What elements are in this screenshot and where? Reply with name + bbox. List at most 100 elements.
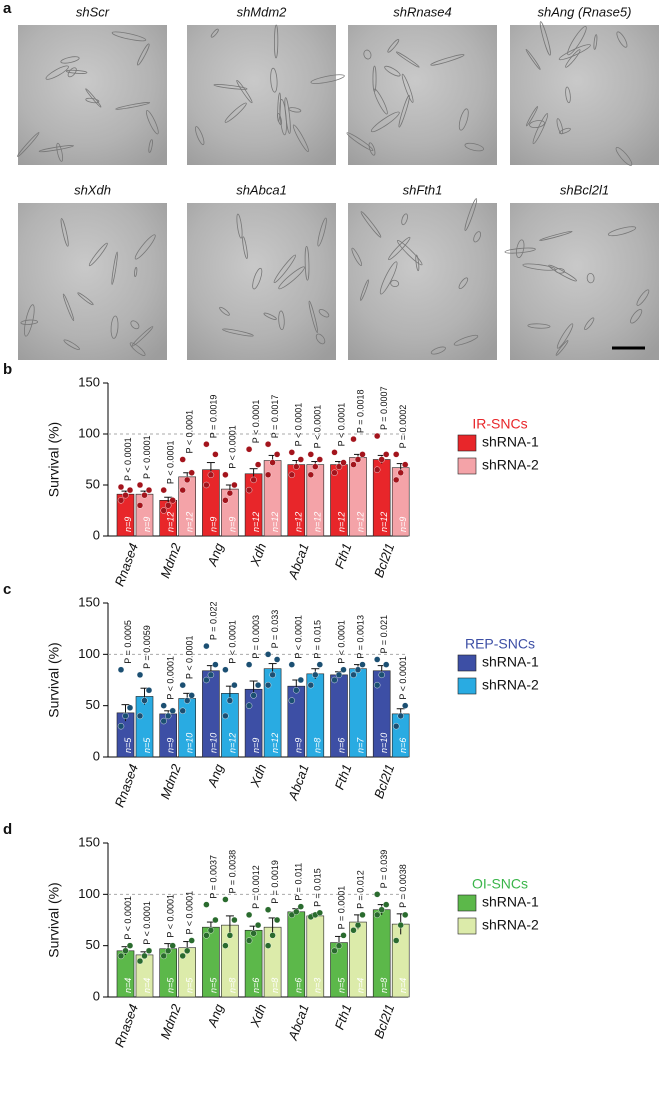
data-point bbox=[297, 676, 304, 684]
data-point bbox=[179, 681, 186, 689]
cell bbox=[473, 231, 482, 243]
data-point bbox=[254, 461, 262, 468]
cell bbox=[115, 102, 151, 110]
cell bbox=[315, 333, 326, 345]
cell bbox=[210, 28, 219, 38]
n-label: n=4 bbox=[123, 978, 133, 993]
legend-swatch bbox=[457, 917, 477, 935]
n-label: n=12 bbox=[166, 512, 176, 532]
cell bbox=[593, 34, 598, 50]
cell bbox=[63, 339, 80, 351]
data-point bbox=[141, 697, 148, 704]
p-value-label: P = 0.0038 bbox=[398, 864, 408, 908]
data-point bbox=[354, 666, 362, 673]
data-point bbox=[374, 891, 381, 898]
p-value-label: P < 0.0001 bbox=[294, 403, 304, 447]
legend-swatch bbox=[457, 457, 477, 475]
data-point bbox=[222, 666, 229, 673]
cell bbox=[555, 340, 569, 356]
cell bbox=[111, 251, 118, 285]
n-label: n=8 bbox=[227, 978, 237, 993]
data-point bbox=[117, 483, 125, 491]
p-value-label: P = 0.0017 bbox=[270, 395, 280, 439]
data-point bbox=[383, 451, 390, 458]
p-value-label: P < 0.0001 bbox=[336, 620, 346, 664]
data-point bbox=[231, 681, 238, 689]
data-point bbox=[141, 492, 148, 499]
cell bbox=[387, 39, 400, 53]
cell bbox=[146, 110, 159, 135]
data-point bbox=[340, 459, 347, 466]
data-point bbox=[312, 463, 319, 470]
data-point bbox=[145, 486, 153, 494]
n-label: n=9 bbox=[123, 517, 133, 532]
p-value-label: P < 0.0001 bbox=[185, 891, 195, 935]
p-value-label: P = 0.0007 bbox=[379, 386, 389, 430]
data-point bbox=[188, 692, 195, 699]
p-value-label: P < 0.0001 bbox=[227, 620, 237, 664]
data-point bbox=[141, 952, 148, 960]
cell bbox=[516, 239, 525, 259]
n-label: n=6 bbox=[251, 978, 261, 993]
cell bbox=[279, 99, 287, 136]
p-value-label: P < 0.0001 bbox=[185, 636, 195, 680]
data-point bbox=[164, 947, 172, 954]
cell bbox=[65, 69, 88, 74]
x-tick-label: Bcl2l1 bbox=[371, 1002, 397, 1040]
data-point bbox=[335, 942, 343, 949]
cell bbox=[130, 320, 140, 330]
cell bbox=[304, 245, 310, 281]
p-value-label: P = 0.0019 bbox=[208, 395, 218, 439]
p-value-label: P < 0.0001 bbox=[227, 425, 237, 469]
cell bbox=[565, 49, 581, 68]
cell bbox=[129, 342, 146, 356]
data-point bbox=[307, 471, 314, 478]
data-point bbox=[160, 717, 167, 725]
data-point bbox=[188, 469, 195, 476]
data-point bbox=[264, 651, 272, 658]
cell bbox=[398, 94, 410, 128]
micrograph bbox=[18, 203, 167, 360]
y-tick-label: 150 bbox=[78, 834, 100, 849]
data-point bbox=[374, 432, 381, 440]
cell bbox=[346, 132, 374, 151]
p-value-label: P = 0.011 bbox=[294, 863, 304, 901]
n-label: n=9 bbox=[142, 517, 152, 532]
data-point bbox=[250, 692, 257, 699]
cell bbox=[60, 56, 80, 64]
cell bbox=[586, 272, 595, 284]
legend-swatch bbox=[457, 677, 477, 695]
legend-swatch bbox=[457, 894, 477, 912]
data-point bbox=[160, 952, 167, 960]
data-point bbox=[245, 702, 253, 709]
n-label: n=9 bbox=[227, 517, 237, 532]
data-point bbox=[183, 947, 191, 954]
cell bbox=[464, 198, 478, 231]
data-point bbox=[378, 671, 385, 679]
cell bbox=[388, 236, 411, 261]
cell bbox=[539, 230, 573, 241]
p-value-label: P = 0.0002 bbox=[398, 405, 408, 449]
n-label: n=12 bbox=[336, 512, 346, 532]
data-point bbox=[164, 712, 172, 720]
data-point bbox=[264, 441, 272, 448]
p-value-label: P = 0.0019 bbox=[270, 860, 280, 904]
data-point bbox=[231, 481, 238, 489]
data-point bbox=[354, 921, 362, 929]
data-point bbox=[383, 901, 390, 908]
data-point bbox=[354, 456, 362, 463]
data-point bbox=[231, 916, 238, 924]
y-tick-label: 100 bbox=[78, 425, 100, 440]
cell bbox=[360, 211, 382, 238]
cell bbox=[137, 43, 150, 66]
data-point bbox=[288, 449, 295, 456]
n-label: n=9 bbox=[166, 738, 176, 753]
x-tick-label: Bcl2l1 bbox=[371, 541, 397, 579]
p-value-label: P = 0.039 bbox=[379, 850, 389, 889]
cell bbox=[529, 120, 545, 129]
data-point bbox=[250, 930, 257, 937]
cell bbox=[219, 306, 230, 316]
cell bbox=[236, 79, 253, 104]
data-point bbox=[203, 901, 210, 908]
data-point bbox=[359, 911, 366, 919]
